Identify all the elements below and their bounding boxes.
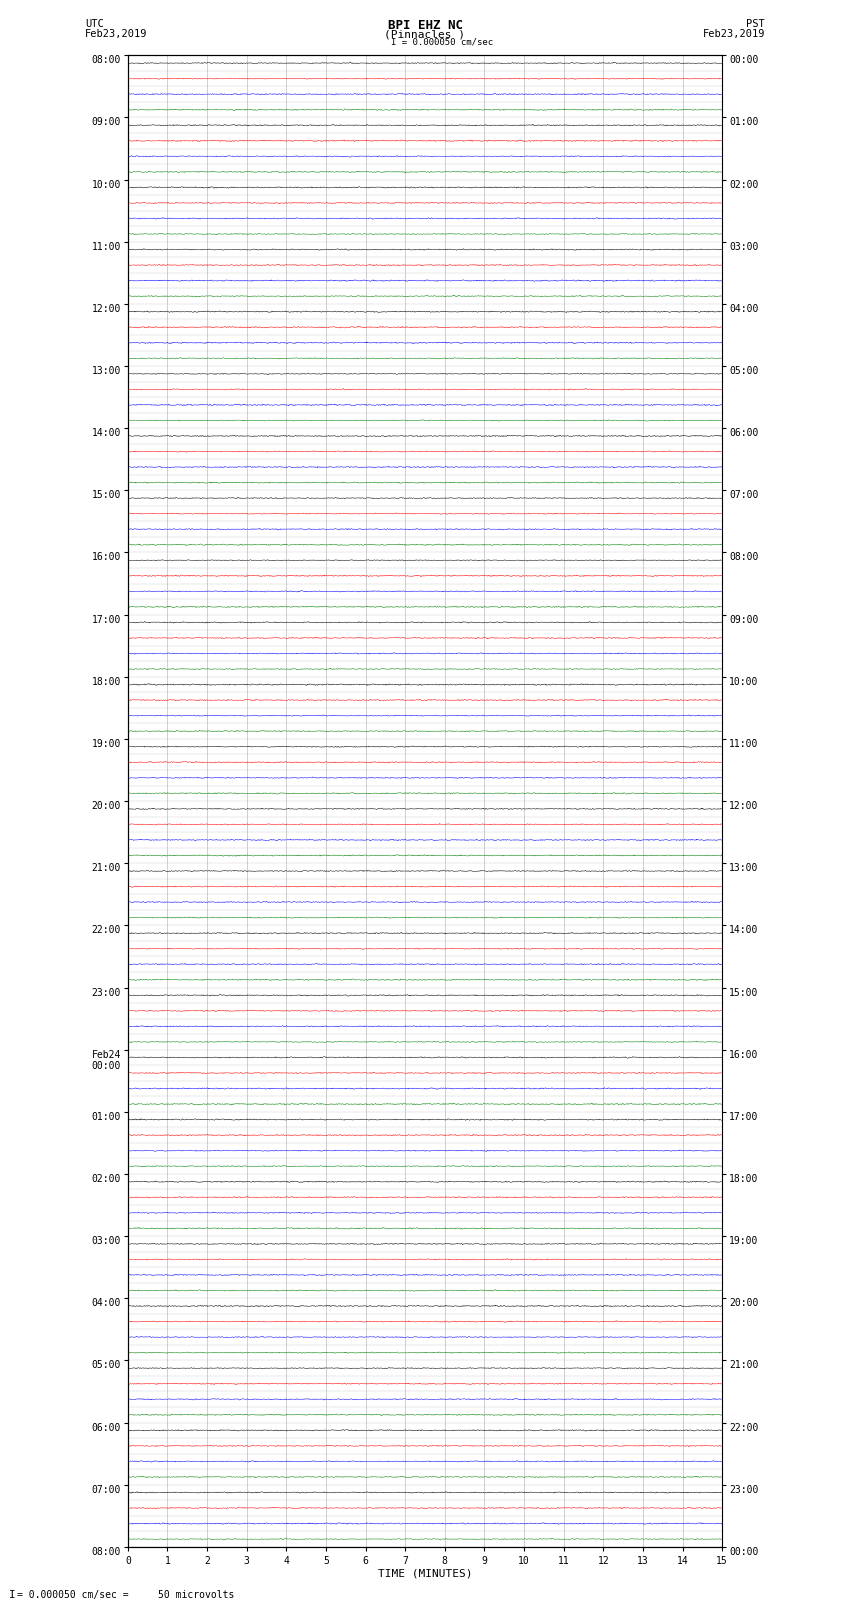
Text: I: I	[8, 1590, 15, 1600]
Text: UTC: UTC	[85, 19, 104, 29]
Text: = 0.000050 cm/sec =     50 microvolts: = 0.000050 cm/sec = 50 microvolts	[17, 1590, 235, 1600]
Text: (Pinnacles ): (Pinnacles )	[384, 29, 466, 39]
Text: Feb23,2019: Feb23,2019	[702, 29, 765, 39]
Text: BPI EHZ NC: BPI EHZ NC	[388, 19, 462, 32]
Text: Feb23,2019: Feb23,2019	[85, 29, 148, 39]
Text: I = 0.000050 cm/sec: I = 0.000050 cm/sec	[391, 37, 493, 47]
X-axis label: TIME (MINUTES): TIME (MINUTES)	[377, 1569, 473, 1579]
Text: PST: PST	[746, 19, 765, 29]
